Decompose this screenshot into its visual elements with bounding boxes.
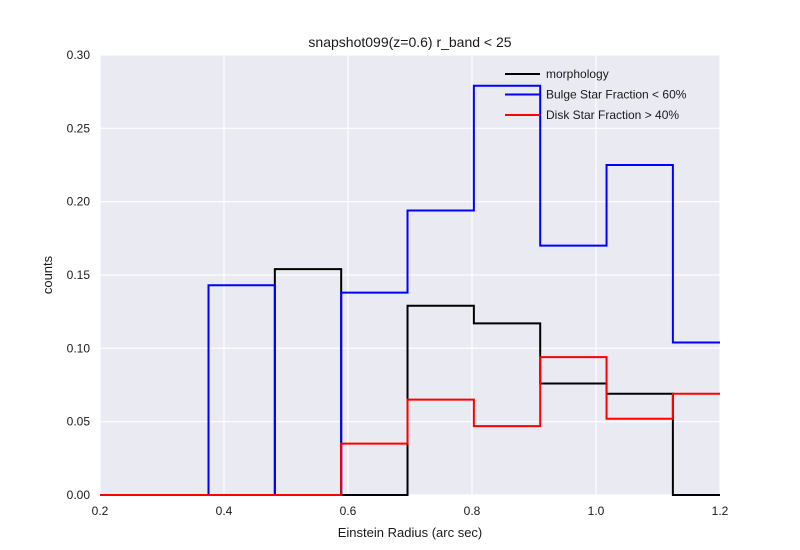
- x-tick-label: 0.6: [340, 504, 357, 518]
- y-tick-labels: 0.00 0.05 0.10 0.15 0.20 0.25 0.30: [67, 48, 91, 502]
- y-tick-label: 0.00: [67, 488, 91, 502]
- y-tick-label: 0.10: [67, 341, 91, 355]
- chart-title: snapshot099(z=0.6) r_band < 25: [308, 34, 511, 50]
- x-tick-label: 1.2: [712, 504, 729, 518]
- x-tick-label: 0.4: [216, 504, 233, 518]
- y-axis-label: counts: [40, 255, 55, 294]
- x-tick-label: 0.2: [92, 504, 109, 518]
- y-tick-label: 0.25: [67, 121, 91, 135]
- y-tick-label: 0.30: [67, 48, 91, 62]
- series-step-line-2: [100, 356, 720, 496]
- x-tick-label: 0.8: [464, 504, 481, 518]
- legend-label-1: Bulge Star Fraction < 60%: [546, 88, 687, 102]
- series-step-line-1: [100, 84, 720, 496]
- series-group: [100, 84, 720, 496]
- y-tick-label: 0.15: [67, 268, 91, 282]
- y-tick-label: 0.20: [67, 195, 91, 209]
- x-tick-labels: 0.2 0.4 0.6 0.8 1.0 1.2: [92, 504, 729, 518]
- legend-label-2: Disk Star Fraction > 40%: [546, 108, 679, 122]
- x-axis-label: Einstein Radius (arc sec): [338, 525, 483, 540]
- legend: morphology Bulge Star Fraction < 60% Disk …: [505, 67, 687, 122]
- y-tick-label: 0.05: [67, 415, 91, 429]
- x-tick-label: 1.0: [588, 504, 605, 518]
- legend-label-0: morphology: [546, 67, 609, 81]
- grid-lines: [99, 54, 721, 496]
